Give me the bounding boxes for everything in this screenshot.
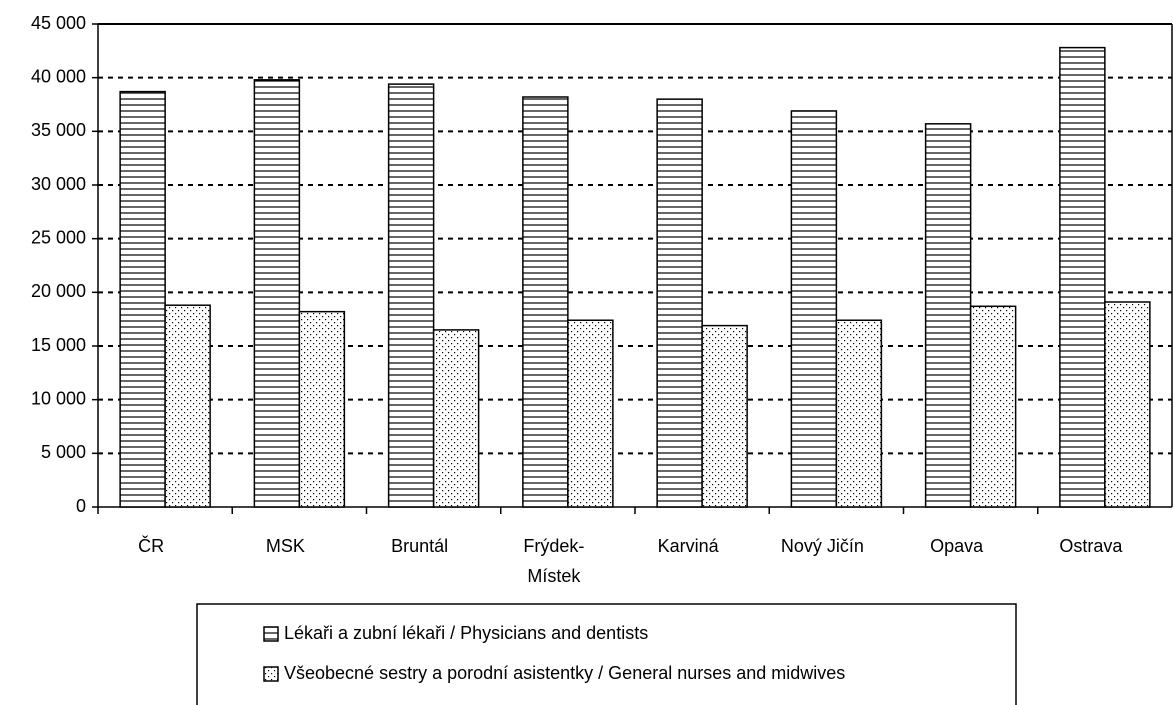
x-tick-label-line: Frýdek- bbox=[523, 536, 584, 556]
bar bbox=[701, 324, 748, 508]
bar bbox=[387, 83, 435, 508]
x-tick-label: Opava bbox=[930, 536, 984, 556]
y-tick-label: 30 000 bbox=[31, 174, 86, 194]
legend bbox=[196, 603, 1017, 705]
bar bbox=[835, 319, 883, 508]
bar bbox=[924, 123, 972, 508]
legend-label: Lékaři a zubní lékaři / Physicians and d… bbox=[284, 623, 648, 643]
y-tick-label: 45 000 bbox=[31, 13, 86, 33]
legend-swatch bbox=[263, 626, 279, 642]
legend-label: Všeobecné sestry a porodní asistentky / … bbox=[284, 663, 845, 683]
x-tick-label: Nový Jičín bbox=[781, 536, 864, 556]
y-tick-label: 10 000 bbox=[31, 388, 86, 408]
x-tick-label: Ostrava bbox=[1059, 536, 1123, 556]
y-tick-label: 15 000 bbox=[31, 335, 86, 355]
bar bbox=[1059, 46, 1106, 508]
bar bbox=[253, 79, 301, 508]
x-tick-label: Frýdek- Místek bbox=[523, 536, 584, 586]
bar bbox=[119, 90, 166, 508]
x-tick-label: Bruntál bbox=[391, 536, 448, 556]
legend-swatch bbox=[263, 666, 279, 682]
y-tick-label: 0 bbox=[76, 496, 86, 516]
bar bbox=[164, 304, 211, 508]
x-tick-label-line: Místek bbox=[527, 566, 581, 586]
bar bbox=[432, 329, 480, 508]
x-tick-label: ČR bbox=[138, 535, 164, 556]
y-tick-label: 40 000 bbox=[31, 66, 86, 86]
y-tick-label: 5 000 bbox=[41, 442, 86, 462]
y-tick-label: 25 000 bbox=[31, 227, 86, 247]
bar bbox=[567, 319, 614, 508]
y-tick-label: 35 000 bbox=[31, 120, 86, 140]
x-tick-label: MSK bbox=[266, 536, 305, 556]
bar bbox=[298, 310, 346, 508]
bar bbox=[790, 110, 838, 508]
bar bbox=[1104, 301, 1151, 508]
bar bbox=[522, 96, 569, 508]
bar bbox=[656, 98, 703, 508]
y-tick-label: 20 000 bbox=[31, 281, 86, 301]
x-tick-label: Karviná bbox=[658, 536, 720, 556]
bar bbox=[969, 305, 1017, 508]
